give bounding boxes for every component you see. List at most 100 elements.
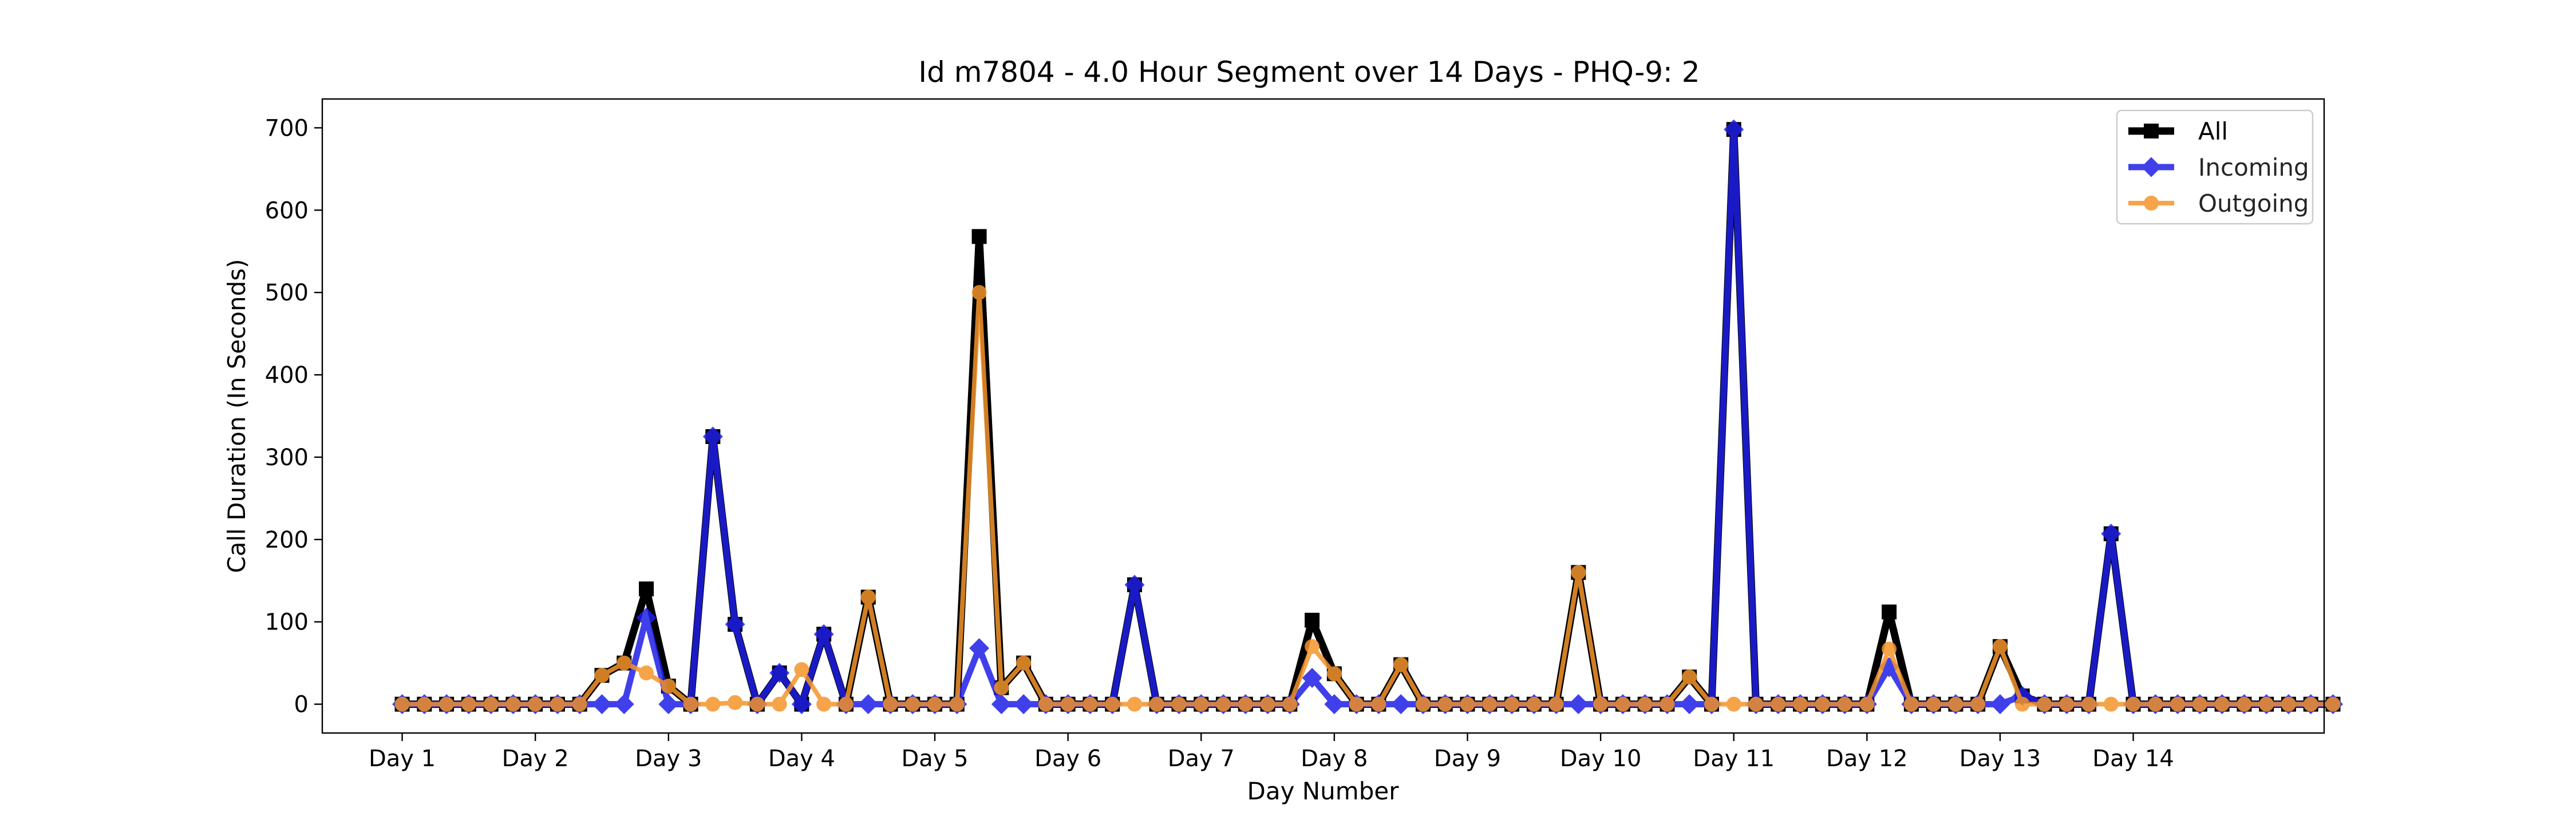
x-tick-label: Day 4: [768, 746, 835, 772]
data-point: [813, 624, 834, 644]
data-point: [594, 668, 610, 683]
data-point: [905, 696, 920, 712]
data-point: [1970, 696, 1986, 712]
data-point: [883, 696, 898, 712]
data-point: [791, 694, 812, 715]
data-point: [2303, 696, 2318, 712]
series-line: [402, 126, 2333, 708]
data-point: [2259, 696, 2274, 712]
data-point: [838, 696, 854, 712]
data-point: [2059, 696, 2075, 712]
x-axis-label: Day Number: [1247, 777, 1399, 805]
data-point: [991, 694, 1012, 715]
data-point: [1016, 655, 1032, 671]
data-point: [1038, 696, 1053, 712]
data-point: [505, 696, 521, 712]
data-point: [2281, 696, 2296, 712]
data-point: [1526, 696, 1542, 712]
data-point: [417, 696, 432, 712]
x-tick-label: Day 10: [1560, 746, 1642, 772]
data-point: [1679, 694, 1700, 715]
x-tick-label: Day 2: [502, 746, 569, 772]
data-point: [1724, 119, 1744, 140]
series-layer: [392, 119, 2344, 715]
y-tick-label: 0: [294, 692, 309, 718]
data-point: [1571, 565, 1586, 580]
data-point: [636, 608, 657, 628]
y-axis-label: Call Duration (In Seconds): [223, 259, 251, 573]
data-point: [971, 285, 987, 300]
x-tick-label: Day 11: [1693, 746, 1775, 772]
data-point: [2148, 696, 2163, 712]
series-line: [402, 290, 2333, 707]
data-point: [1482, 696, 1498, 712]
legend-marker: [2141, 157, 2162, 177]
data-point: [1504, 696, 1520, 712]
legend-label: Outgoing: [2198, 189, 2309, 217]
data-point: [528, 696, 543, 712]
data-point: [1568, 694, 1589, 715]
data-point: [2014, 696, 2030, 712]
data-point: [1882, 604, 1897, 620]
data-point: [705, 696, 721, 712]
data-point: [572, 696, 587, 712]
legend-entry-incoming: Incoming: [2128, 153, 2309, 181]
data-point: [483, 696, 499, 712]
data-point: [969, 638, 990, 659]
x-tick-label: Day 7: [1168, 746, 1235, 772]
data-point: [1771, 696, 1786, 712]
data-point: [1305, 612, 1320, 628]
legend-entry-all: All: [2128, 117, 2228, 145]
data-point: [614, 694, 634, 715]
y-tick-label: 600: [265, 197, 309, 224]
y-axis: 0 100 200 300 400 500 600 700: [265, 115, 322, 718]
data-point: [1593, 696, 1609, 712]
x-axis: Day 1 Day 2 Day 3 Day 4 Day 5 Day 6 Day 7 Day 8…: [369, 733, 2174, 772]
data-point: [1660, 696, 1675, 712]
data-point: [1948, 696, 1963, 712]
data-point: [1704, 696, 1719, 712]
data-point: [1726, 696, 1741, 712]
data-point: [2125, 696, 2141, 712]
plot-area-frame: [321, 98, 2325, 734]
data-point: [749, 696, 765, 712]
data-point: [769, 663, 790, 683]
data-point: [971, 229, 987, 244]
series-line: [402, 125, 2333, 708]
data-point: [1748, 696, 1764, 712]
data-point: [1324, 694, 1345, 715]
data-point: [772, 696, 787, 712]
data-point: [1390, 694, 1411, 715]
x-tick-label: Day 13: [1959, 746, 2041, 772]
data-point: [394, 696, 410, 712]
data-point: [683, 696, 698, 712]
data-point: [1926, 696, 1941, 712]
data-point: [725, 614, 745, 635]
data-point: [1903, 696, 1919, 712]
data-point: [1415, 696, 1431, 712]
data-point: [728, 695, 743, 710]
y-tick-label: 100: [265, 609, 309, 636]
data-point: [1082, 696, 1098, 712]
data-point: [1171, 696, 1187, 712]
data-point: [1349, 696, 1364, 712]
x-tick-label: Day 12: [1826, 746, 1908, 772]
x-tick-label: Day 9: [1434, 746, 1501, 772]
data-point: [702, 426, 723, 447]
series-outgoing: [394, 285, 2341, 712]
data-point: [1990, 694, 2010, 715]
data-point: [927, 696, 943, 712]
data-point: [2037, 696, 2052, 712]
legend-entry-outgoing: Outgoing: [2128, 189, 2309, 217]
data-point: [1105, 696, 1120, 712]
data-point: [1637, 696, 1653, 712]
legend-label: All: [2198, 117, 2228, 145]
legend-label: Incoming: [2198, 153, 2309, 181]
data-point: [461, 696, 476, 712]
data-point: [1992, 639, 2008, 654]
data-point: [1060, 696, 1076, 712]
data-point: [1859, 696, 1875, 712]
legend-marker: [2144, 124, 2159, 138]
x-tick-label: Day 14: [2092, 746, 2174, 772]
data-point: [1238, 696, 1253, 712]
